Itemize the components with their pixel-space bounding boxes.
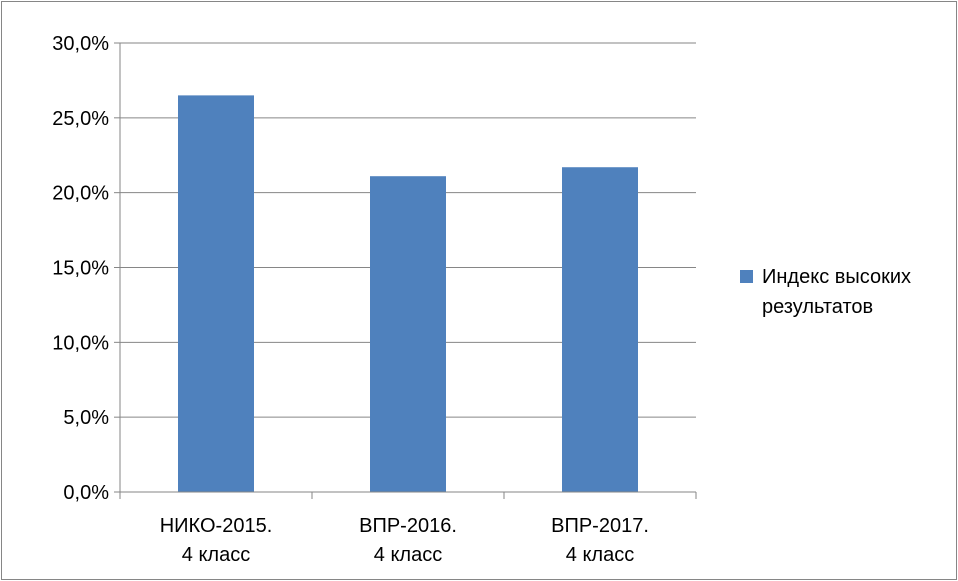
bars <box>178 95 638 492</box>
y-tick-label: 30,0% <box>52 33 109 55</box>
x-tick-label: НИКО-2015. 4 класс <box>160 515 273 566</box>
x-tick-label: ВПР-2017. 4 класс <box>551 515 649 566</box>
legend-swatch <box>740 270 753 283</box>
bar <box>562 167 638 492</box>
legend: Индекс высоких результатов <box>740 266 911 318</box>
y-tick-label: 25,0% <box>52 108 109 130</box>
y-tick-label: 0,0% <box>63 482 109 504</box>
y-tick-label: 10,0% <box>52 332 109 354</box>
y-tick-label: 15,0% <box>52 258 109 280</box>
axes <box>114 42 697 499</box>
legend-label: Индекс высоких результатов <box>762 266 911 318</box>
y-tick-label: 5,0% <box>63 407 109 429</box>
bar <box>370 176 446 492</box>
x-tick-labels: НИКО-2015. 4 класс ВПР-2016. 4 класс ВПР-201… <box>160 515 649 566</box>
x-tick-label: ВПР-2016. 4 класс <box>359 515 457 566</box>
y-tick-label: 20,0% <box>52 183 109 205</box>
y-tick-labels: 0,0% 5,0% 10,0% 15,0% 20,0% 25,0% 30,0% <box>52 33 109 504</box>
bar <box>178 95 254 492</box>
